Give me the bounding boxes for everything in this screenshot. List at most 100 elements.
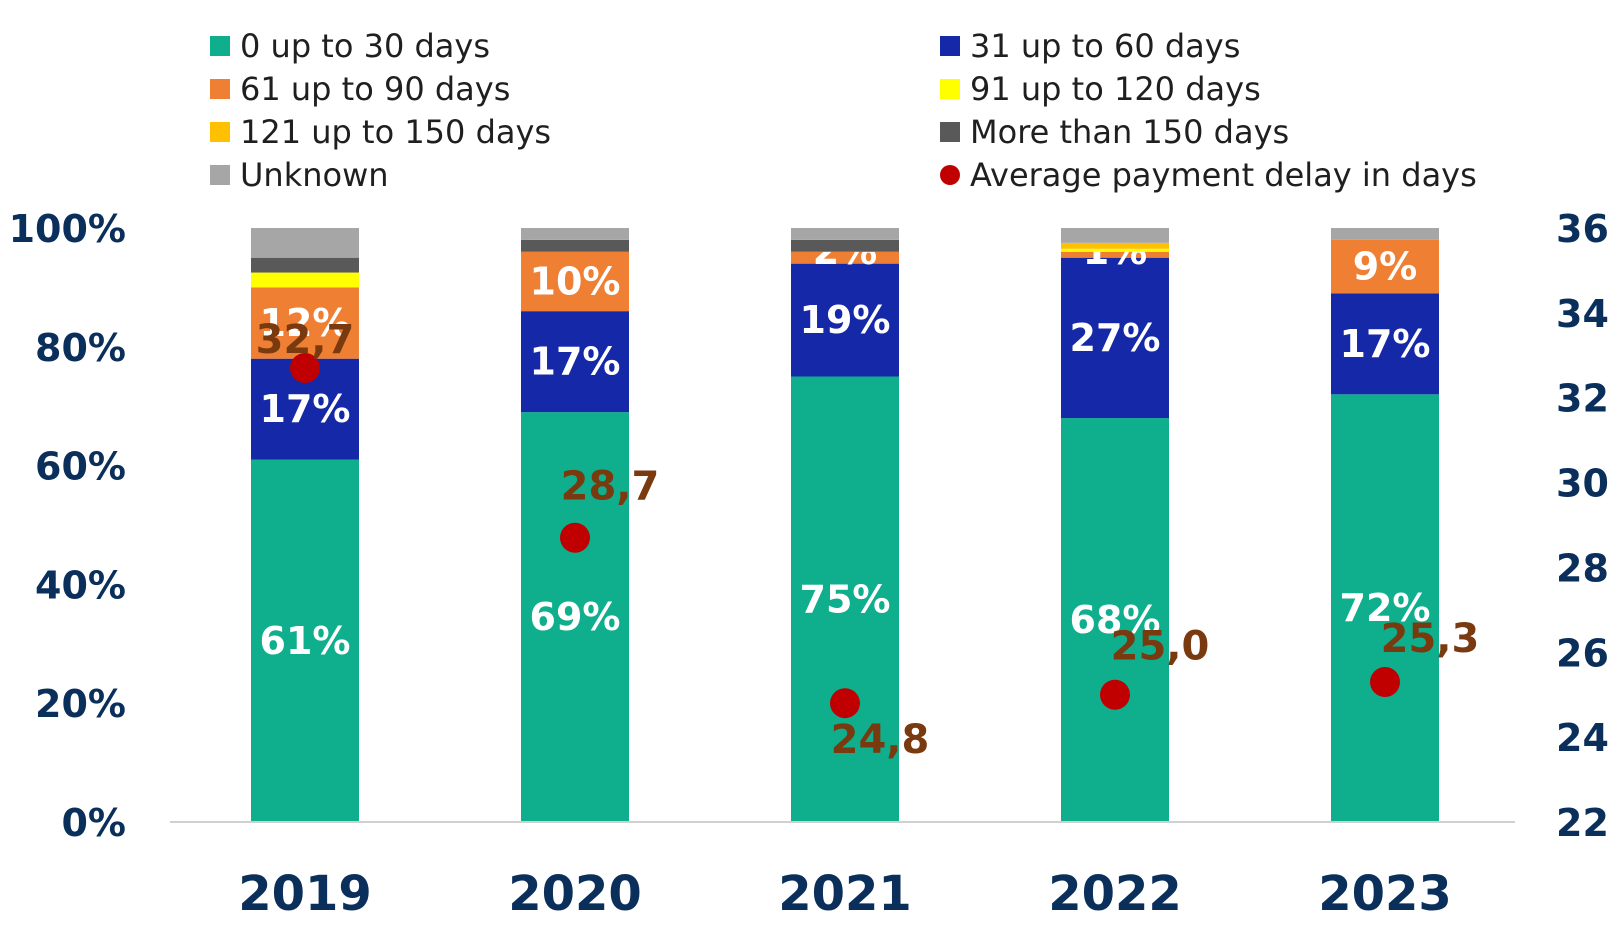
bar-segment xyxy=(1331,293,1439,395)
bar-segment xyxy=(251,459,359,822)
bar-stack-2020: 69% 17% 10% xyxy=(521,228,629,822)
bars: 61%17%12%69%17%10%75%19%2%68%27%1%72%17%… xyxy=(251,228,1439,822)
legend-label: 91 up to 120 days xyxy=(970,70,1261,108)
bar-segment xyxy=(521,239,629,252)
bar-data-label: 19% xyxy=(800,298,891,342)
bar-segment xyxy=(1331,239,1439,294)
legend-swatch xyxy=(940,79,960,99)
legend-item: 121 up to 150 days xyxy=(210,113,551,151)
x-axis: 2019 2020 2021 2022 2023 xyxy=(238,866,1452,922)
legend-item: 61 up to 90 days xyxy=(210,70,510,108)
y-left-tick-label: 0% xyxy=(61,801,126,845)
legend-item: Average payment delay in days xyxy=(940,156,1477,194)
bar-segment xyxy=(521,251,629,312)
bar-segment xyxy=(791,239,899,252)
legend-swatch xyxy=(210,122,230,142)
y-left-tick-label: 40% xyxy=(35,563,126,607)
delay-point xyxy=(830,688,860,719)
bar-data-label: 72% xyxy=(1340,586,1431,630)
delay-data-label: 25,3 xyxy=(1381,616,1480,662)
y-right-tick-label: 36 xyxy=(1556,207,1609,251)
bar-segment xyxy=(1061,251,1169,258)
x-tick-label: 2019 xyxy=(238,866,372,922)
y-right-tick-label: 22 xyxy=(1556,801,1609,845)
bar-data-label: 17% xyxy=(530,340,621,384)
legend-label: 0 up to 30 days xyxy=(240,27,490,65)
bar-segment xyxy=(1061,242,1169,249)
bar-segment xyxy=(251,287,359,359)
delay-point xyxy=(560,522,590,553)
bar-segment xyxy=(251,228,359,258)
legend-item: More than 150 days xyxy=(940,113,1289,151)
bar-segment xyxy=(521,311,629,413)
x-tick-label: 2020 xyxy=(508,866,642,922)
bar-segment xyxy=(791,263,899,377)
bar-segment xyxy=(251,272,359,288)
bar-segment xyxy=(1331,394,1439,822)
y-left-tick-label: 100% xyxy=(9,207,126,251)
legend-label: Unknown xyxy=(240,156,389,194)
bar-data-label: 12% xyxy=(260,301,351,345)
y-right-tick-label: 28 xyxy=(1556,546,1609,590)
legend-item: Unknown xyxy=(210,156,389,194)
bar-data-label: 17% xyxy=(260,387,351,431)
y-right-tick-label: 32 xyxy=(1556,377,1609,421)
delay-data-label: 28,7 xyxy=(561,464,660,510)
legend-swatch xyxy=(210,79,230,99)
bar-stack-2021: 75%19%2% xyxy=(791,228,899,822)
y-axis-left: 0% 20% 40% 60% 80% 100% xyxy=(9,207,126,845)
legend-label: 121 up to 150 days xyxy=(240,113,551,151)
bar-data-label: 27% xyxy=(1070,316,1161,360)
bar-segment xyxy=(1061,228,1169,243)
x-tick-label: 2022 xyxy=(1048,866,1182,922)
y-right-tick-label: 26 xyxy=(1556,631,1609,675)
legend-swatch xyxy=(940,122,960,142)
delay-point xyxy=(290,353,320,384)
bar-data-label: 68% xyxy=(1070,598,1161,642)
legend-label: 61 up to 90 days xyxy=(240,70,510,108)
bar-segment xyxy=(1061,418,1169,822)
bar-stack-2023: 72% 17% 9% xyxy=(1331,228,1439,822)
bar-data-label: 10% xyxy=(530,259,621,303)
bar-segment xyxy=(521,412,629,822)
legend-swatch xyxy=(210,165,230,185)
bar-segment xyxy=(1331,228,1439,240)
bar-segment xyxy=(1061,248,1169,252)
bar-data-label: 17% xyxy=(1340,322,1431,366)
y-left-tick-label: 60% xyxy=(35,445,126,489)
legend-swatch xyxy=(940,165,960,185)
x-tick-label: 2021 xyxy=(778,866,912,922)
legend-swatch xyxy=(210,36,230,56)
y-left-tick-label: 80% xyxy=(35,326,126,370)
bar-stack-2019: 61% 17% 12% xyxy=(251,228,359,822)
bar-segment xyxy=(791,251,899,264)
legend: 0 up to 30 days 31 up to 60 days 61 up to … xyxy=(210,27,1477,194)
legend-label: 31 up to 60 days xyxy=(970,27,1240,65)
bar-data-label: 61% xyxy=(260,619,351,663)
bar-stack-2022: 68%27%1% xyxy=(1061,228,1169,822)
bar-data-label: 9% xyxy=(1353,245,1418,289)
bar-data-label: 75% xyxy=(800,577,891,621)
y-axis-right: 22 24 26 28 30 32 34 36 xyxy=(1556,207,1609,845)
delay-data-label: 25,0 xyxy=(1111,624,1210,670)
y-right-tick-label: 34 xyxy=(1556,292,1609,336)
legend-label: Average payment delay in days xyxy=(970,156,1477,194)
y-right-tick-label: 30 xyxy=(1556,462,1609,506)
legend-item: 0 up to 30 days xyxy=(210,27,490,65)
bar-segment xyxy=(791,228,899,240)
bar-data-label: 69% xyxy=(530,595,621,639)
bar-segment xyxy=(1061,257,1169,419)
delay-series: 32,7 28,7 24,8 25,0 25,3 xyxy=(256,317,1480,763)
legend-label: More than 150 days xyxy=(970,113,1289,151)
bar-segment xyxy=(251,257,359,273)
y-right-tick-label: 24 xyxy=(1556,716,1609,760)
legend-item: 91 up to 120 days xyxy=(940,70,1261,108)
x-tick-label: 2023 xyxy=(1318,866,1452,922)
bar-segment xyxy=(521,228,629,240)
delay-data-label: 24,8 xyxy=(831,717,930,763)
y-left-tick-label: 20% xyxy=(35,682,126,726)
delay-data-label: 32,7 xyxy=(256,317,355,363)
legend-item: 31 up to 60 days xyxy=(940,27,1240,65)
bar-segment xyxy=(791,376,899,822)
